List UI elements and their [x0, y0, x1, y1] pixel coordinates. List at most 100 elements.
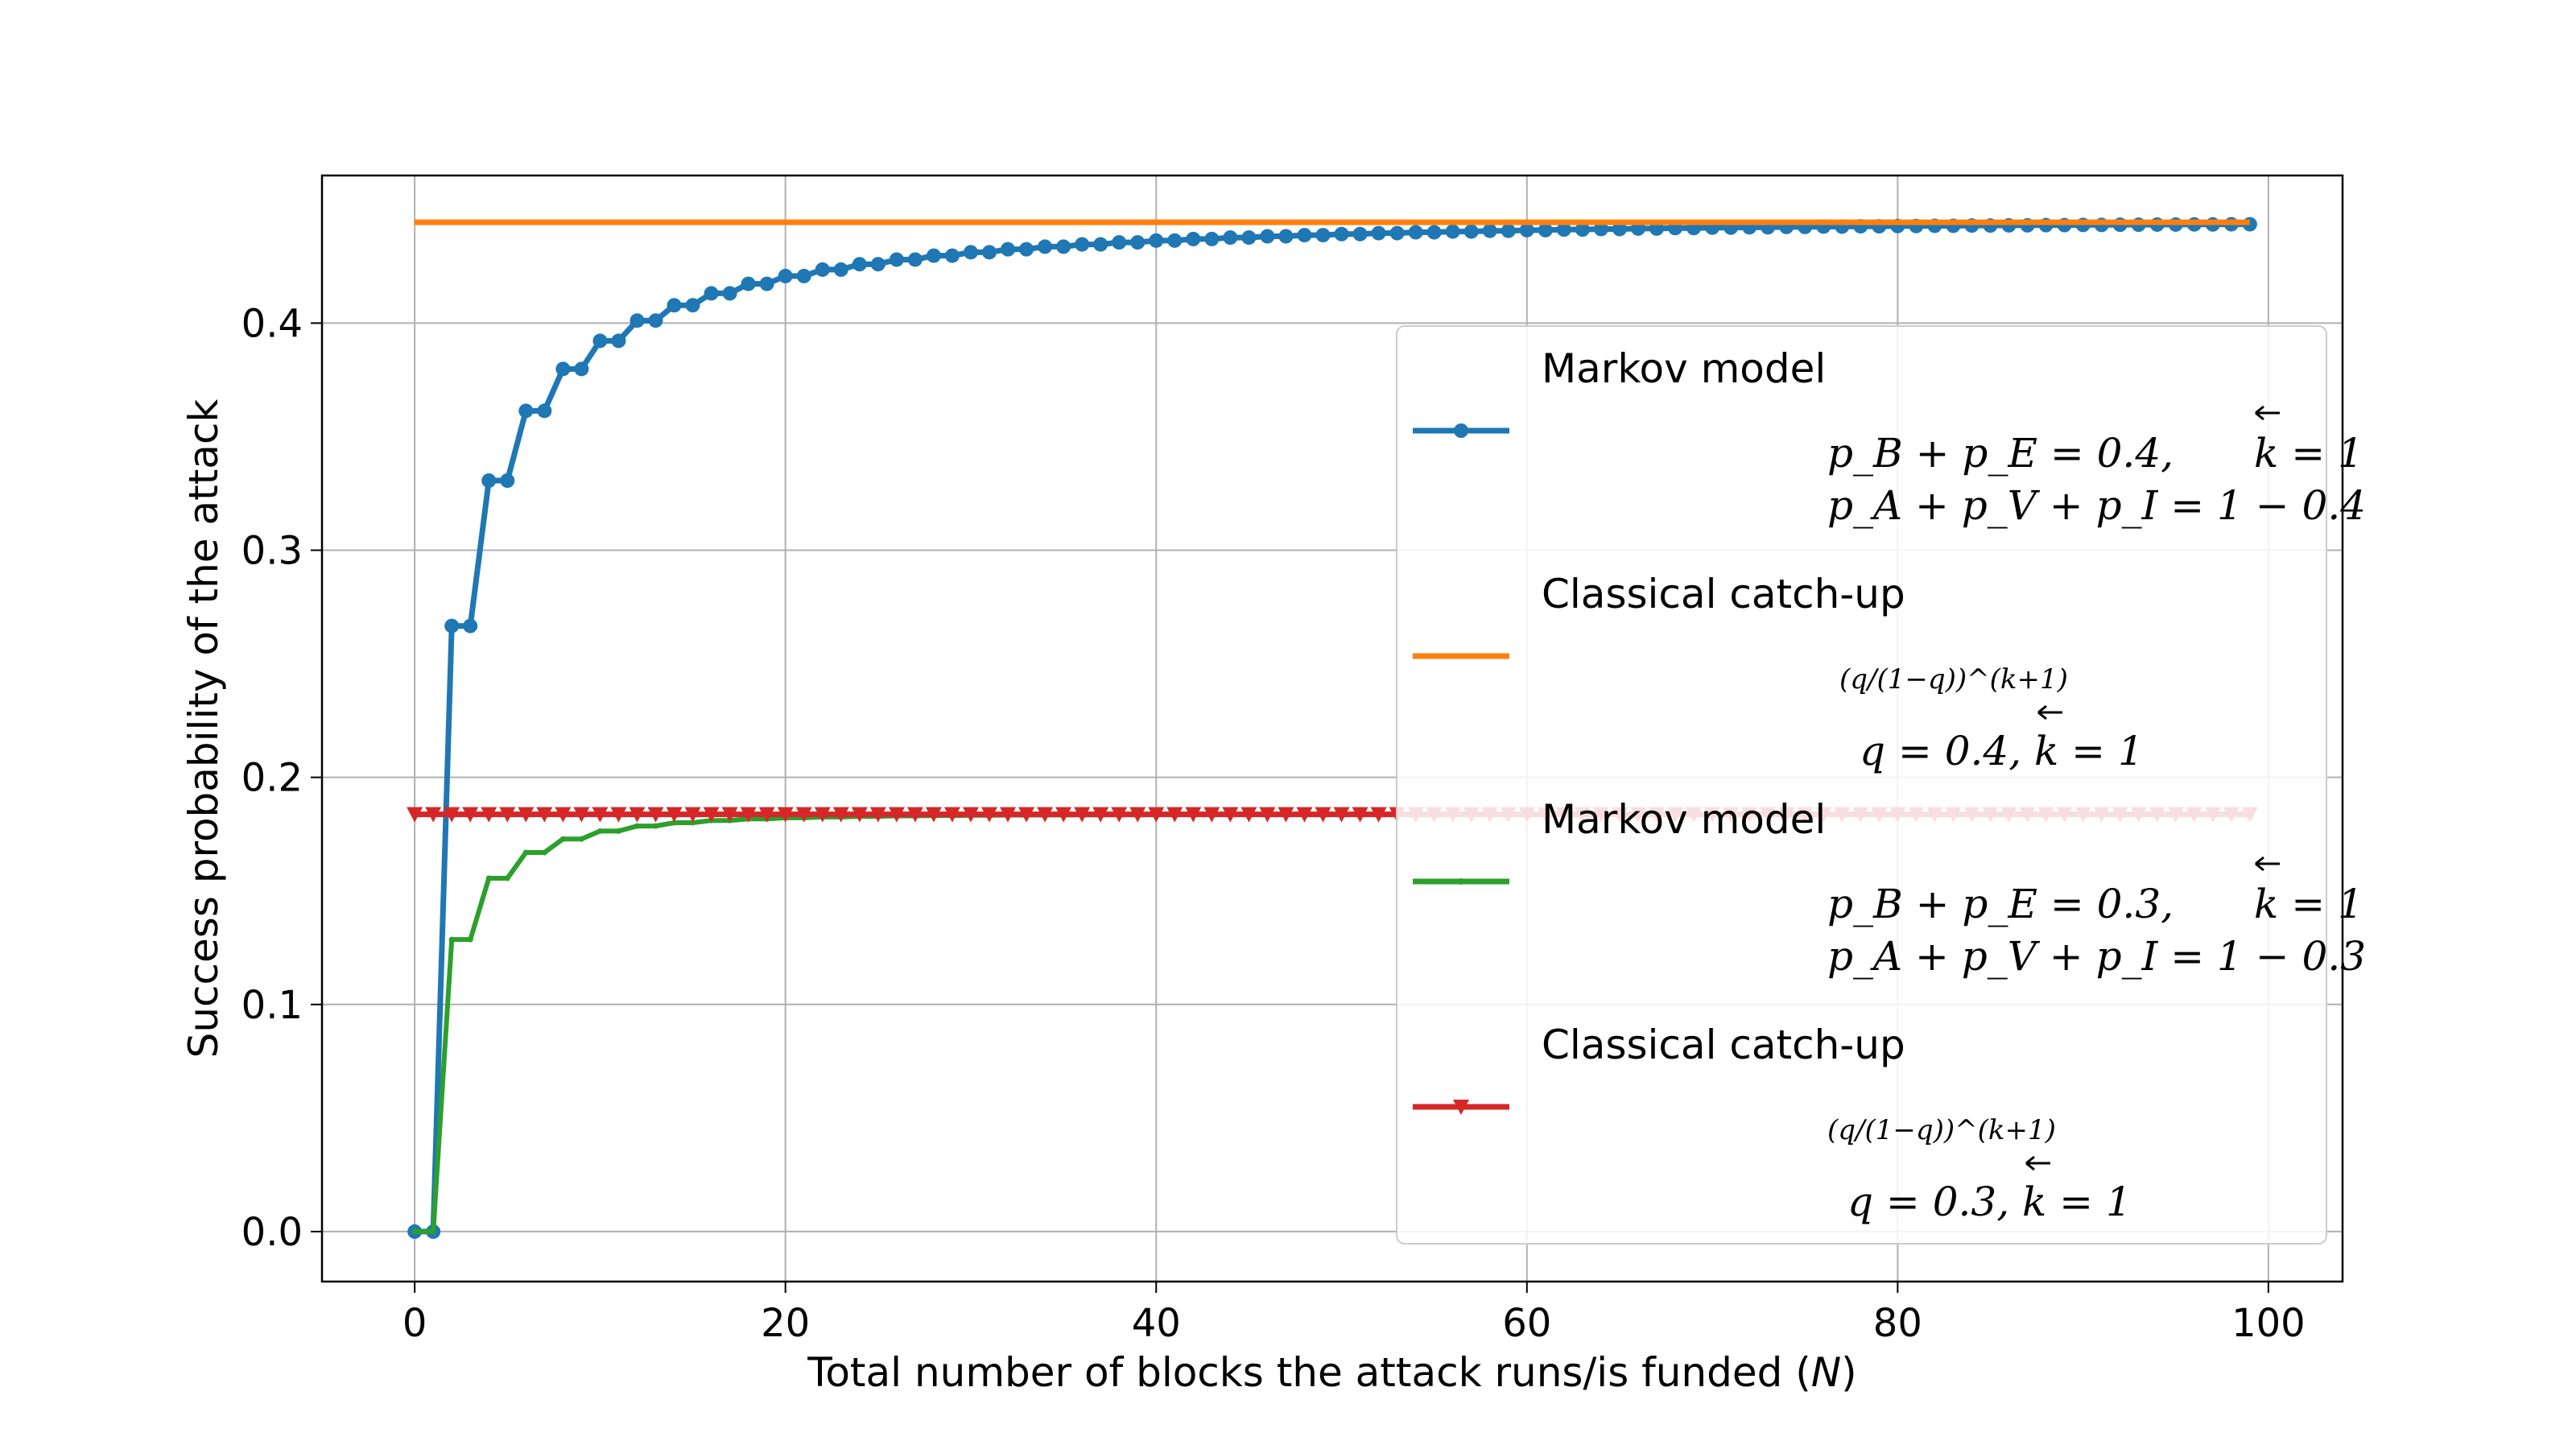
data-point: [1092, 807, 1109, 823]
data-point: [778, 268, 793, 283]
legend-label: Markov model: [1542, 345, 1826, 392]
data-point: [759, 276, 774, 291]
data-point: [1538, 222, 1553, 237]
data-point: [500, 473, 515, 489]
data-point: [499, 807, 516, 823]
k-arrow-accent: [2255, 856, 2280, 872]
data-point: [485, 875, 492, 881]
data-point: [1056, 239, 1071, 254]
plot-frame: [320, 174, 2344, 1283]
data-point: [425, 807, 442, 823]
data-point: [462, 807, 479, 823]
legend-formula-k: k = 1: [2254, 430, 2363, 477]
legend-label: Classical catch-up: [1542, 571, 1905, 617]
data-point: [833, 262, 848, 277]
legend-marker: [1458, 878, 1464, 885]
legend-formula: q = 0.4, k = 1: [1860, 728, 2144, 774]
data-point: [758, 807, 775, 823]
data-point: [1296, 807, 1313, 823]
x-tick-label: 20: [761, 1301, 810, 1346]
data-point: [518, 807, 535, 823]
data-point: [1260, 229, 1275, 244]
data-point: [1352, 226, 1368, 242]
k-arrow-accent: [2037, 704, 2062, 720]
data-point: [444, 807, 460, 823]
y-tick-label: 0.1: [242, 983, 303, 1028]
data-point: [1408, 225, 1423, 240]
data-point: [1482, 223, 1497, 238]
data-point: [690, 819, 696, 826]
data-point: [777, 807, 794, 823]
data-point: [1445, 224, 1460, 239]
data-point: [430, 1228, 436, 1235]
data-point: [481, 473, 497, 489]
data-point: [1389, 225, 1405, 241]
legend-label: Markov model: [1542, 796, 1826, 843]
data-point: [926, 248, 941, 263]
data-point: [962, 807, 979, 823]
data-point: [943, 807, 960, 823]
data-point: [610, 807, 627, 823]
data-point: [1315, 228, 1331, 243]
data-point: [1556, 222, 1571, 237]
data-point: [1093, 237, 1108, 252]
legend-formula: p_B + p_E = 0.3,: [1827, 881, 2174, 927]
data-point: [1204, 231, 1220, 246]
data-point: [504, 875, 510, 881]
x-tick-label: 60: [1502, 1301, 1551, 1346]
data-point: [1593, 221, 1608, 237]
data-point: [1334, 226, 1349, 242]
data-point: [925, 807, 942, 823]
x-tick-label: 0: [402, 1301, 427, 1346]
data-point: [1112, 235, 1127, 250]
data-point: [1426, 225, 1442, 240]
legend-formula: (q/(1−q))^(k+1): [1839, 663, 2068, 696]
data-point: [667, 298, 682, 313]
data-point: [1297, 228, 1312, 243]
data-point: [1019, 242, 1034, 257]
data-point: [851, 807, 868, 823]
y-tick-label: 0.2: [242, 756, 303, 801]
data-point: [407, 807, 423, 823]
x-tick-label: 100: [2231, 1301, 2306, 1346]
data-point: [1501, 223, 1516, 238]
data-point: [832, 807, 849, 823]
data-point: [1575, 222, 1590, 237]
data-point: [574, 361, 589, 377]
data-point: [1037, 807, 1054, 823]
data-point: [722, 286, 737, 301]
legend-box: [1396, 325, 2327, 1245]
data-point: [536, 807, 553, 823]
data-point: [615, 828, 621, 834]
data-point: [555, 361, 571, 377]
data-point: [1463, 224, 1479, 239]
data-point: [944, 248, 960, 263]
data-point: [1018, 807, 1035, 823]
data-point: [1075, 237, 1090, 252]
ticks: 0 20 40 60 80 100 0.0 0.1 0.2 0.3 0.4: [242, 301, 2306, 1346]
data-point: [597, 828, 603, 834]
data-point: [592, 807, 609, 823]
data-point: [611, 333, 626, 349]
data-point: [578, 836, 584, 842]
data-point: [684, 807, 701, 823]
data-point: [463, 618, 478, 634]
x-axis-title: Total number of blocks the attack runs/i…: [807, 1349, 1856, 1396]
y-tick-label: 0.4: [242, 301, 303, 346]
data-point: [647, 807, 664, 823]
k-arrow-accent: [2025, 1155, 2050, 1171]
data-point: [741, 276, 756, 291]
data-point: [1278, 807, 1294, 823]
data-point: [1185, 807, 1202, 823]
data-point: [1148, 807, 1165, 823]
data-point: [1038, 239, 1053, 254]
data-point: [518, 403, 534, 419]
data-point: [1223, 230, 1238, 246]
data-point: [963, 245, 978, 260]
legend-label: Classical catch-up: [1542, 1022, 1905, 1068]
legend-formula: q = 0.3, k = 1: [1847, 1179, 2132, 1225]
data-point: [1241, 230, 1257, 246]
